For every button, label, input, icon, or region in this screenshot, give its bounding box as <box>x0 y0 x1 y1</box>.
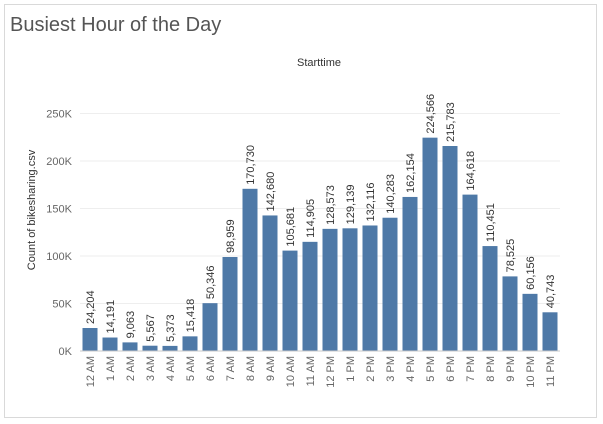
bar <box>542 312 558 351</box>
bars <box>82 137 558 351</box>
data-label: 114,905 <box>305 199 317 238</box>
data-label: 98,959 <box>225 219 237 253</box>
x-category-label: 8 AM <box>245 356 257 381</box>
bar <box>382 217 398 351</box>
data-label: 140,283 <box>385 174 397 214</box>
x-category-label: 12 PM <box>325 356 337 388</box>
x-category-label: 5 AM <box>185 356 197 381</box>
y-tick-label: 250K <box>46 109 72 121</box>
x-category-label: 6 AM <box>205 356 217 381</box>
data-label: 224,566 <box>425 94 437 134</box>
x-axis-categories: 12 AM 1 AM 2 AM 3 AM 4 AM 5 AM 6 AM 7 AM 8 AM 9 A… <box>85 356 557 388</box>
column-header: Starttime <box>297 57 341 69</box>
x-category-label: 10 PM <box>525 356 537 388</box>
bar <box>422 137 438 351</box>
data-label: 215,783 <box>445 102 457 142</box>
y-tick-label: 50K <box>52 299 72 311</box>
x-category-label: 1 AM <box>105 356 117 381</box>
x-category-label: 11 PM <box>545 356 557 387</box>
bar <box>442 146 458 351</box>
bar <box>182 336 198 351</box>
bar <box>302 241 318 351</box>
data-label: 5,567 <box>145 314 157 342</box>
data-label: 15,418 <box>185 299 197 333</box>
x-category-label: 5 PM <box>425 356 437 382</box>
x-category-label: 4 PM <box>405 356 417 382</box>
bar <box>142 345 158 351</box>
x-category-label: 2 AM <box>125 356 137 381</box>
bar <box>322 228 338 351</box>
x-category-label: 2 PM <box>365 356 377 382</box>
x-category-label: 3 AM <box>145 356 157 381</box>
data-label: 128,573 <box>325 185 337 225</box>
data-label: 78,525 <box>505 239 517 273</box>
data-label: 110,451 <box>485 203 497 242</box>
x-category-label: 7 PM <box>465 356 477 382</box>
bar <box>82 328 98 351</box>
y-tick-label: 200K <box>46 156 72 168</box>
bar <box>522 293 538 351</box>
data-label: 132,116 <box>365 183 377 222</box>
data-label: 164,618 <box>465 151 477 191</box>
data-label: 105,681 <box>285 207 297 247</box>
data-label: 5,373 <box>165 314 177 342</box>
bar <box>162 345 178 351</box>
data-label: 14,191 <box>105 300 117 334</box>
y-tick-label: 100K <box>46 251 72 263</box>
x-category-label: 4 AM <box>165 356 177 381</box>
data-label: 60,156 <box>525 256 537 290</box>
data-label: 129,139 <box>345 185 357 225</box>
data-label: 170,730 <box>245 145 257 185</box>
data-label: 24,204 <box>85 290 97 324</box>
data-labels: 24,204 14,191 9,063 5,567 5,373 15,418 50,346 9… <box>85 94 557 342</box>
x-category-label: 6 PM <box>445 356 457 382</box>
data-label: 162,154 <box>405 153 417 193</box>
bar <box>502 276 518 351</box>
bar <box>202 303 218 351</box>
data-label: 50,346 <box>205 266 217 300</box>
data-label: 40,743 <box>545 275 557 309</box>
data-label: 142,680 <box>265 172 277 212</box>
y-axis-title: Count of bikesharing.csv <box>26 149 38 270</box>
bar <box>462 194 478 351</box>
page-title: Busiest Hour of the Day <box>10 14 222 36</box>
bar <box>222 256 238 351</box>
bar <box>482 246 498 351</box>
bar <box>122 342 138 351</box>
y-tick-label: 150K <box>46 204 72 216</box>
x-category-label: 9 PM <box>505 356 517 382</box>
bar <box>402 196 418 351</box>
gridlines <box>80 113 560 304</box>
bar <box>282 250 298 351</box>
bar <box>342 228 358 351</box>
x-category-label: 12 AM <box>85 356 97 387</box>
bar <box>262 215 278 351</box>
y-tick-label: 0K <box>59 346 73 358</box>
x-category-label: 9 AM <box>265 356 277 381</box>
x-category-label: 8 PM <box>485 356 497 382</box>
bar <box>242 188 258 351</box>
x-category-label: 10 AM <box>285 356 297 387</box>
y-axis-ticks: 0K 50K 100K 150K 200K 250K <box>46 109 72 359</box>
x-category-label: 1 PM <box>345 356 357 382</box>
x-category-label: 7 AM <box>225 356 237 381</box>
bar <box>362 225 378 351</box>
x-category-label: 3 PM <box>385 356 397 382</box>
data-label: 9,063 <box>125 311 137 339</box>
x-category-label: 11 AM <box>305 356 317 386</box>
bar <box>102 337 118 351</box>
